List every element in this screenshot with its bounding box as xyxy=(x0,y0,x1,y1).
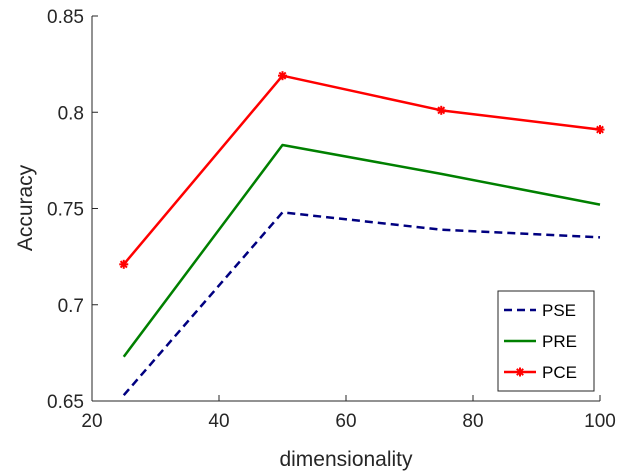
series-line-pce xyxy=(122,74,601,266)
pce-marker xyxy=(436,105,446,115)
legend-label-pse: PSE xyxy=(542,301,576,320)
y-tick-label: 0.75 xyxy=(47,200,84,221)
x-tick-label: 40 xyxy=(208,411,229,432)
y-tick-label: 0.7 xyxy=(58,296,84,317)
x-tick-label: 80 xyxy=(462,411,483,432)
pce-marker xyxy=(278,71,287,81)
pce-marker xyxy=(595,125,605,135)
legend: PSE PRE PCE xyxy=(497,290,595,392)
axes: 20 40 60 80 100 0.65 0.7 0.75 0.8 0.85 xyxy=(47,7,616,432)
x-tick-label: 100 xyxy=(584,411,616,432)
pce-marker xyxy=(119,259,129,269)
series-line-pre xyxy=(122,143,601,358)
x-tick-label: 20 xyxy=(81,411,102,432)
x-axis-label: dimensionality xyxy=(279,448,413,471)
legend-label-pre: PRE xyxy=(542,332,577,351)
series-line-pse xyxy=(122,211,601,397)
pce-marker xyxy=(515,367,525,377)
y-tick-label: 0.85 xyxy=(47,7,84,28)
legend-label-pce: PCE xyxy=(542,363,577,382)
y-axis-label: Accuracy xyxy=(14,164,37,251)
y-tick-label: 0.65 xyxy=(47,392,84,413)
series-group xyxy=(119,71,605,397)
y-tick-label: 0.8 xyxy=(58,103,84,124)
x-tick-label: 60 xyxy=(335,411,356,432)
